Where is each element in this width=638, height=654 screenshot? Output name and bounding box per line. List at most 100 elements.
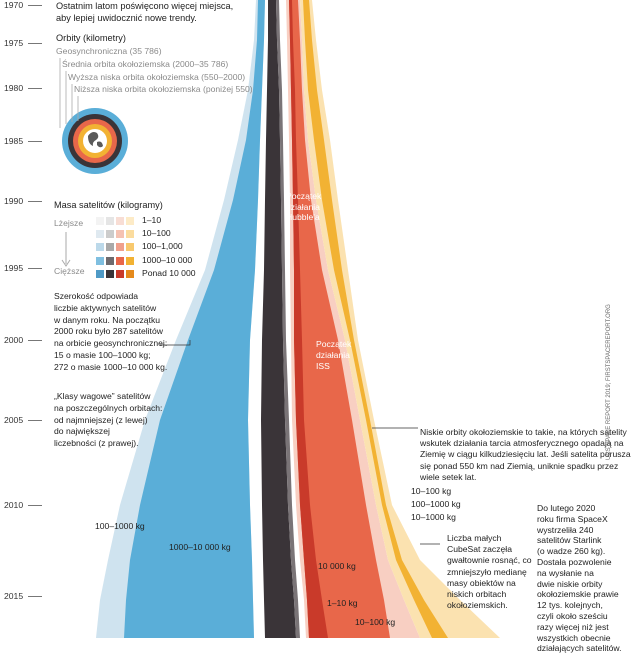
width-note-line: 2000 roku było 287 satelitów [54,326,163,337]
year-tick-label: 1980 [4,83,24,93]
mass-swatch [106,256,114,265]
band-label-geo-100-1000: 100–1000 kg [95,521,145,531]
mass-swatch [96,243,104,252]
weight-note-line: „Klasy wagowe” satelitów [54,391,151,401]
year-tick-label: 1985 [4,136,24,146]
mass-swatch [96,217,104,225]
cubesat-note-line: zmniejszyło medianę [447,566,527,577]
low-leo-band-light [300,0,500,638]
cubesat-note-line: okołoziemskich. [447,600,508,611]
width-note-line: na orbicie geosynchronicznej: [54,338,168,349]
mass-swatch [116,243,124,252]
year-tick [28,5,42,6]
orbit-label-meo: Średnia orbita okołoziemska (2000–35 786… [62,59,229,69]
mass-swatch [116,230,124,239]
cubesat-note-line: CubeSat zaczęła [447,544,512,555]
width-note-line: Szerokość odpowiada [54,291,139,301]
year-tick-label: 2015 [4,591,24,601]
mass-item-4: 1000–10 000 [142,255,193,265]
band-label-low-leo-1000-10000: 10–1000 kg [411,512,456,522]
year-tick [28,201,42,202]
iss-note-line: działania [316,350,350,360]
spacex-note-line: roku firma SpaceX [537,513,608,524]
year-tick [28,88,42,89]
year-tick [28,141,42,142]
width-note-leader [160,340,191,346]
mass-swatch [106,230,114,239]
mass-swatch [116,256,124,265]
year-tick [28,268,42,269]
mass-swatch [106,217,114,225]
intro-line-1: Ostatnim latom poświęcono więcej miejsca… [56,1,234,11]
year-tick [28,420,42,421]
mass-item-2: 10–100 [142,228,171,238]
weight-note-line: na poszczególnych orbitach: [54,402,163,413]
spacex-note-line: Dostała pozwolenie [537,557,612,567]
hubble-note-line: Początek [286,191,322,201]
band-label-low-leo-100-1000: 100–1000 kg [411,499,461,509]
orbit-streamgraph [96,0,500,638]
spacex-note-line: 12 tys. kolejnych, [537,600,603,611]
weight-note-line: liczebności (z prawej). [54,438,139,449]
mass-swatch [126,243,134,252]
orbits-legend-title: Orbity (kilometry) [56,33,126,43]
mass-legend-lighter: Lżejsze [54,218,84,228]
mass-item-3: 100–1,000 [142,241,183,251]
year-tick-label: 1990 [4,196,24,206]
band-label-geo-1000-10000: 1000–10 000 kg [169,542,231,552]
high-leo-band [289,0,390,638]
year-tick [28,43,42,44]
cubesat-note-line: gwałtownie rosnąć, co [447,555,532,566]
orbit-label-geo: Geosynchroniczna (35 786) [56,46,162,56]
width-note-line: 272 o masie 1000–10 000 kg. [54,361,168,372]
geo-band-main [124,0,265,638]
legend-leader-lines [59,58,79,128]
mass-swatch [126,269,134,278]
width-note-line: liczbie aktywnych satelitów [54,302,157,313]
spacex-note-line: Do lutego 2020 [537,503,596,513]
orbit-label-low-leo: Niższa niska orbita okołoziemska (poniże… [74,84,253,94]
iss-note-line: ISS [316,361,330,371]
meo-band [261,0,296,638]
mass-swatch [126,217,134,225]
year-tick [28,505,42,506]
width-note-line: w danym roku. Na początku [54,314,161,325]
leo-note-line: się ponad 550 km nad Ziemią, uniknie spa… [420,460,619,471]
leo-note-line: wiele setek lat. [420,471,477,482]
spacex-note-line: czyli około sześciu [537,611,608,621]
leo-note-line: wskutek działania tarcia atmosferycznego… [420,438,624,449]
high-leo-band-dark [289,0,328,638]
mass-swatch [96,269,104,278]
spacex-note-line: na wysłanie na [537,567,594,578]
mass-legend-title: Masa satelitów (kilogramy) [54,200,163,210]
mass-legend-arrow [61,232,71,267]
year-tick-label: 2005 [4,415,24,425]
band-label-1-10: 1–10 kg [327,598,358,608]
width-note-line: 15 o masie 100–1000 kg; [54,350,151,360]
mass-swatch [106,243,114,252]
spacex-note-line: razy więcej niż jest [537,621,609,632]
spacex-note-line: satelitów Starlink [537,535,602,546]
leo-note-line: Ziemię w ciągu kilkudziesięciu lat. Jeśl… [420,449,631,460]
year-tick-label: 1970 [4,0,24,10]
year-tick-label: 1995 [4,263,24,273]
cubesat-note-line: masy obiektów na [447,577,516,588]
iss-note-line: Początek [316,339,352,349]
cubesat-note-line: niskich orbitach [447,589,507,599]
spacex-note-line: (o wadze 260 kg). [537,546,606,557]
mass-swatch [126,230,134,239]
mass-swatch [96,230,104,239]
mass-swatch [106,269,114,278]
cubesat-note-line: Liczba małych [447,533,502,543]
spacex-note-line: okołoziemskie prawie [537,589,619,600]
leo-note-line: Niskie orbity okołoziemskie to takie, na… [420,427,627,437]
band-label-low-leo-10-100: 10–100 kg [411,486,452,496]
year-tick [28,596,42,597]
mass-item-1: 1–10 [142,215,162,225]
mass-swatch [116,217,124,225]
mass-legend-heavier: Cięższe [54,266,85,276]
weight-note-line: od najmniejszej (z lewej) [54,414,148,425]
mass-swatch [126,256,134,265]
year-tick [28,340,42,341]
orbit-rings-icon [62,108,128,174]
